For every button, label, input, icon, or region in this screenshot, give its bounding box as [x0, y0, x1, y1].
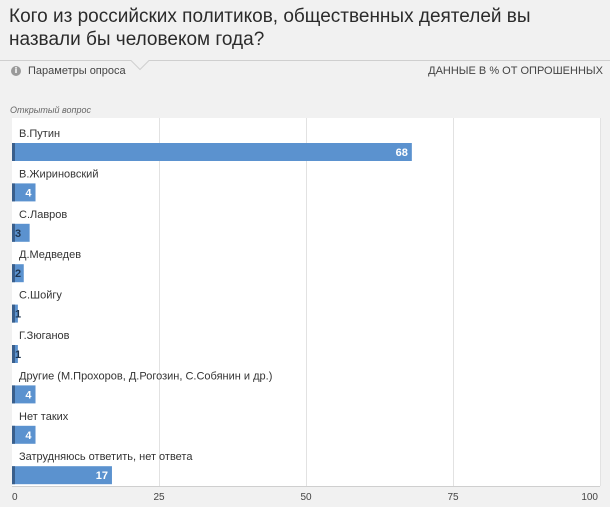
bar-accent: [12, 304, 15, 323]
x-tick-label: 50: [300, 492, 312, 503]
poll-header-bar: i Параметры опроса ДАННЫЕ В % ОТ ОПРОШЕН…: [0, 50, 610, 90]
page-title: Кого из российских политиков, общественн…: [9, 6, 531, 50]
bar-value-label: 4: [25, 430, 32, 442]
bar: [12, 183, 36, 202]
category-label: С.Шойгу: [19, 290, 62, 302]
bar-accent: [12, 183, 15, 202]
x-tick-label: 0: [12, 492, 18, 503]
bar: [12, 264, 24, 283]
category-label: В.Жириновский: [19, 168, 98, 180]
bar-accent: [12, 425, 15, 444]
bar: [12, 143, 412, 161]
info-icon: i: [11, 66, 21, 76]
units-label: ДАННЫЕ В % ОТ ОПРОШЕННЫХ: [428, 65, 603, 77]
bar: [12, 425, 36, 444]
bar: [12, 385, 36, 404]
bar-value-label: 1: [15, 349, 21, 361]
category-label: В.Путин: [19, 128, 60, 140]
x-tick-label: 75: [447, 492, 459, 503]
category-label: Д.Медведев: [19, 249, 81, 261]
bar-accent: [12, 345, 15, 363]
category-label: С.Лавров: [19, 209, 67, 221]
poll-params-toggle[interactable]: i Параметры опроса: [11, 65, 126, 77]
poll-params-label: Параметры опроса: [28, 65, 126, 77]
bar-value-label: 17: [96, 470, 108, 482]
header-divider: [0, 60, 610, 71]
category-label: Г.Зюганов: [19, 330, 70, 342]
bar-value-label: 4: [25, 389, 32, 401]
bar-value-label: 68: [396, 147, 408, 159]
x-tick-label: 25: [153, 492, 165, 503]
bar-accent: [12, 223, 15, 242]
bar-accent: [12, 143, 15, 161]
category-label: Затрудняюсь ответить, нет ответа: [19, 451, 193, 463]
bar-accent: [12, 264, 15, 283]
bar-accent: [12, 466, 15, 485]
bar-value-label: 1: [15, 309, 21, 321]
bar-value-label: 2: [15, 268, 21, 280]
x-tick-label: 100: [581, 492, 598, 503]
question-type-label: Открытый вопрос: [10, 105, 91, 115]
bar-value-label: 4: [25, 187, 32, 199]
category-label: Другие (М.Прохоров, Д.Рогозин, С.Собянин…: [19, 370, 272, 382]
bar: [12, 223, 30, 242]
bar-accent: [12, 385, 15, 404]
bar-value-label: 3: [15, 228, 21, 240]
bar: [12, 466, 112, 485]
category-label: Нет таких: [19, 411, 69, 423]
